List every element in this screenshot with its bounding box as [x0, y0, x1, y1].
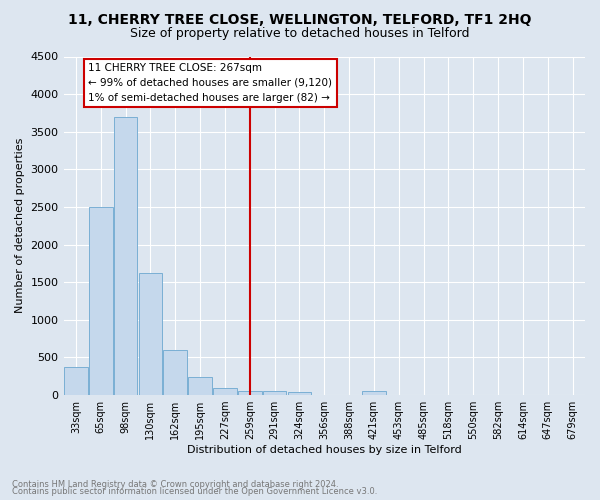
Bar [287, 392, 311, 395]
Bar [238, 390, 262, 395]
Bar [188, 377, 212, 395]
Bar [362, 390, 386, 395]
X-axis label: Distribution of detached houses by size in Telford: Distribution of detached houses by size … [187, 445, 461, 455]
Bar [64, 367, 88, 395]
Bar [263, 392, 286, 395]
Text: Contains HM Land Registry data © Crown copyright and database right 2024.: Contains HM Land Registry data © Crown c… [12, 480, 338, 489]
Bar [89, 207, 113, 395]
Text: 11 CHERRY TREE CLOSE: 267sqm
← 99% of detached houses are smaller (9,120)
1% of : 11 CHERRY TREE CLOSE: 267sqm ← 99% of de… [88, 63, 332, 102]
Bar [163, 350, 187, 395]
Text: Contains public sector information licensed under the Open Government Licence v3: Contains public sector information licen… [12, 487, 377, 496]
Y-axis label: Number of detached properties: Number of detached properties [15, 138, 25, 314]
Bar [139, 273, 162, 395]
Bar [114, 116, 137, 395]
Text: 11, CHERRY TREE CLOSE, WELLINGTON, TELFORD, TF1 2HQ: 11, CHERRY TREE CLOSE, WELLINGTON, TELFO… [68, 12, 532, 26]
Text: Size of property relative to detached houses in Telford: Size of property relative to detached ho… [130, 28, 470, 40]
Bar [213, 388, 237, 395]
